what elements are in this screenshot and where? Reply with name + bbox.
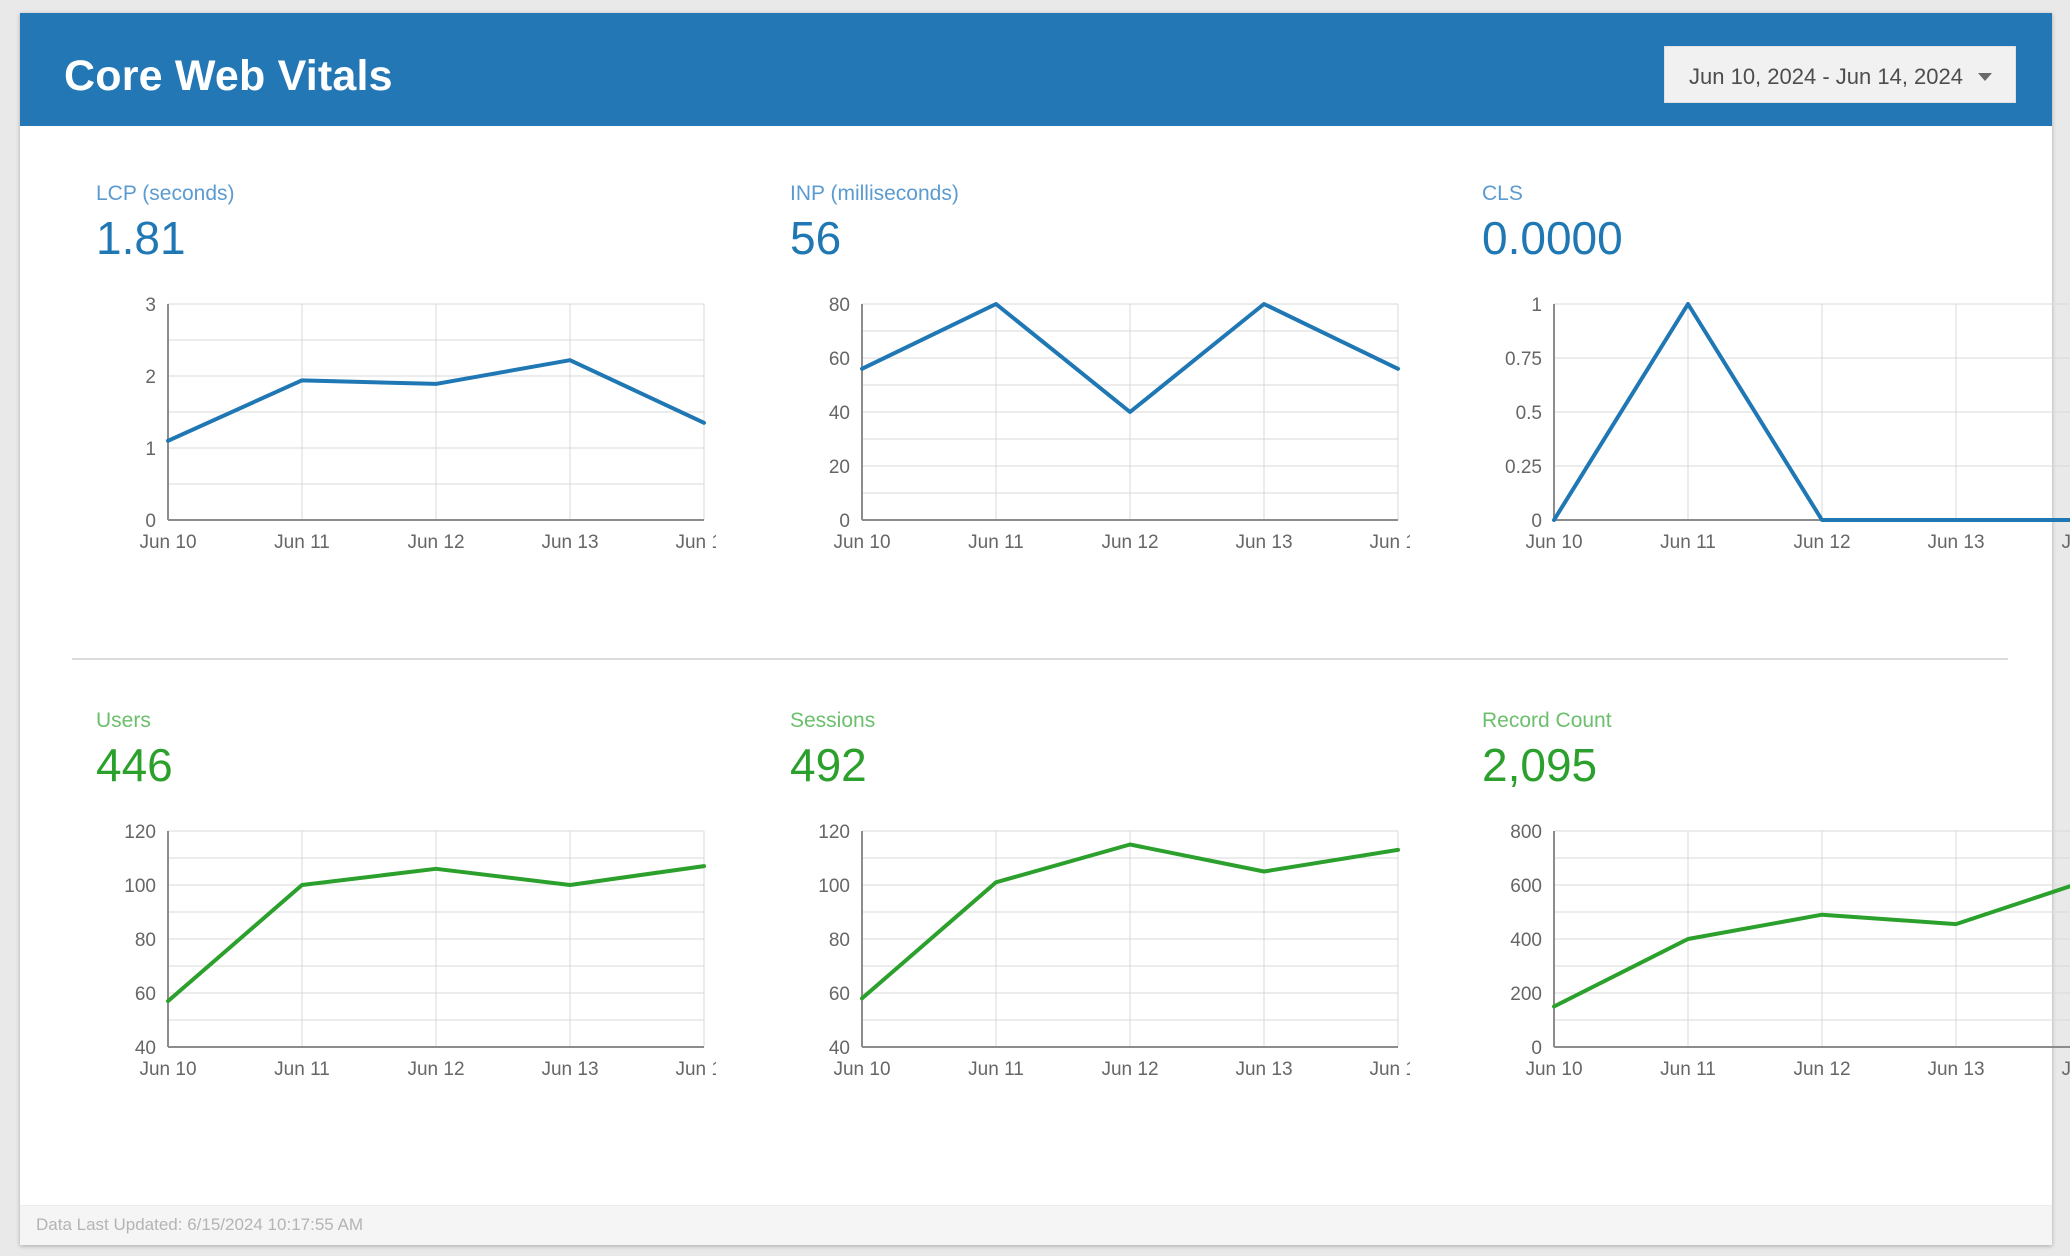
- line-chart-svg: 0 1 2 3 Jun 10 Jun 11 Jun 12 Jun 13 Jun 14: [139, 295, 716, 553]
- chart-inp[interactable]: 0 20 40 60 80 Jun 10 Jun 11 Jun 12 Jun 13 Jun 14: [790, 294, 1410, 564]
- svg-text:0: 0: [1531, 1038, 1542, 1059]
- svg-text:Jun 12: Jun 12: [1101, 532, 1158, 553]
- svg-text:40: 40: [829, 403, 850, 424]
- metric-label: Record Count: [1482, 709, 1612, 732]
- svg-text:Jun 14: Jun 14: [1369, 532, 1410, 553]
- page-title: Core Web Vitals: [64, 52, 393, 100]
- svg-text:80: 80: [135, 930, 156, 951]
- chart-record-count[interactable]: 0 200 400 600 800 Jun 10 Jun 11 Jun 12 Jun 13 Jun…: [1482, 821, 2070, 1091]
- svg-text:Jun 11: Jun 11: [274, 1059, 330, 1080]
- svg-text:Jun 12: Jun 12: [407, 1059, 464, 1080]
- svg-text:Jun 13: Jun 13: [1235, 532, 1292, 553]
- metric-label: INP (milliseconds): [790, 182, 959, 205]
- last-updated-text: Data Last Updated: 6/15/2024 10:17:55 AM: [36, 1215, 364, 1234]
- metric-value: 492: [790, 739, 867, 791]
- svg-text:80: 80: [829, 295, 850, 316]
- metric-card-record-count[interactable]: Record Count 2,095 0 200 400 600 800 Jun 10 Ju…: [1482, 708, 2070, 1091]
- metric-value: 2,095: [1482, 739, 1598, 791]
- svg-text:40: 40: [135, 1038, 156, 1059]
- svg-text:Jun 14: Jun 14: [675, 532, 716, 553]
- line-chart-svg: 0 20 40 60 80 Jun 10 Jun 11 Jun 12 Jun 13 Jun 14: [829, 295, 1410, 553]
- chevron-down-icon: [1978, 73, 1992, 81]
- metric-value: 0.0000: [1482, 212, 1623, 264]
- chart-lcp[interactable]: 0 1 2 3 Jun 10 Jun 11 Jun 12 Jun 13 Jun 14: [96, 294, 716, 564]
- metric-card-users[interactable]: Users 446 40 60 80 100 120 Jun 10 Jun 11 Jun 12…: [96, 708, 736, 1091]
- svg-text:Jun 12: Jun 12: [1793, 1059, 1850, 1080]
- date-range-label: Jun 10, 2024 - Jun 14, 2024: [1689, 64, 1963, 89]
- report-footer: Data Last Updated: 6/15/2024 10:17:55 AM: [20, 1205, 2052, 1245]
- svg-text:0.75: 0.75: [1505, 349, 1542, 370]
- line-chart-svg: 40 60 80 100 120 Jun 10 Jun 11 Jun 12 Jun 13 Jun …: [818, 822, 1410, 1080]
- metric-value: 446: [96, 739, 173, 791]
- svg-text:Jun 14: Jun 14: [2061, 1059, 2070, 1080]
- date-range-selector[interactable]: Jun 10, 2024 - Jun 14, 2024: [1664, 46, 2016, 103]
- svg-text:40: 40: [829, 1038, 850, 1059]
- svg-text:Jun 10: Jun 10: [1525, 1059, 1582, 1080]
- svg-text:100: 100: [124, 876, 156, 897]
- svg-text:200: 200: [1510, 984, 1542, 1005]
- svg-text:800: 800: [1510, 822, 1542, 843]
- metric-value: 56: [790, 212, 842, 264]
- svg-text:Jun 10: Jun 10: [833, 532, 890, 553]
- svg-text:Jun 11: Jun 11: [1660, 532, 1716, 553]
- svg-text:20: 20: [829, 457, 850, 478]
- chart-sessions[interactable]: 40 60 80 100 120 Jun 10 Jun 11 Jun 12 Jun 13 Jun …: [790, 821, 1410, 1091]
- svg-text:60: 60: [829, 349, 850, 370]
- section-divider: [72, 658, 2008, 660]
- svg-text:2: 2: [145, 367, 156, 388]
- svg-text:Jun 10: Jun 10: [1525, 532, 1582, 553]
- svg-text:80: 80: [829, 930, 850, 951]
- svg-text:120: 120: [124, 822, 156, 843]
- svg-text:Jun 11: Jun 11: [968, 532, 1024, 553]
- svg-text:600: 600: [1510, 876, 1542, 897]
- svg-text:Jun 10: Jun 10: [139, 532, 196, 553]
- svg-text:60: 60: [829, 984, 850, 1005]
- line-chart-svg: 0 0.25 0.5 0.75 1 Jun 10 Jun 11 Jun 12 Jun 13 Jun…: [1505, 295, 2070, 553]
- svg-text:Jun 10: Jun 10: [833, 1059, 890, 1080]
- svg-text:120: 120: [818, 822, 850, 843]
- metric-label: Users: [96, 709, 151, 732]
- svg-text:Jun 14: Jun 14: [2061, 532, 2070, 553]
- svg-text:0.5: 0.5: [1516, 403, 1542, 424]
- svg-text:Jun 11: Jun 11: [274, 532, 330, 553]
- svg-text:0.25: 0.25: [1505, 457, 1542, 478]
- svg-text:Jun 10: Jun 10: [139, 1059, 196, 1080]
- svg-text:Jun 13: Jun 13: [1235, 1059, 1292, 1080]
- svg-text:100: 100: [818, 876, 850, 897]
- svg-text:1: 1: [1531, 295, 1542, 316]
- metric-card-sessions[interactable]: Sessions 492 40 60 80 100 120 Jun 10 Jun 11 Jun…: [790, 708, 1430, 1091]
- metric-label: LCP (seconds): [96, 182, 235, 205]
- svg-text:0: 0: [1531, 511, 1542, 532]
- svg-text:Jun 14: Jun 14: [1369, 1059, 1410, 1080]
- svg-text:60: 60: [135, 984, 156, 1005]
- svg-text:400: 400: [1510, 930, 1542, 951]
- chart-cls[interactable]: 0 0.25 0.5 0.75 1 Jun 10 Jun 11 Jun 12 Jun 13 Jun…: [1482, 294, 2070, 564]
- svg-text:0: 0: [145, 511, 156, 532]
- svg-text:Jun 11: Jun 11: [1660, 1059, 1716, 1080]
- svg-text:Jun 14: Jun 14: [675, 1059, 716, 1080]
- metric-card-lcp[interactable]: LCP (seconds) 1.81 0 1 2 3 Jun 10 Jun 11 Jun 1…: [96, 181, 736, 564]
- metric-card-cls[interactable]: CLS 0.0000 0 0.25 0.5 0.75 1 Jun 10 Jun 11 Jun …: [1482, 181, 2070, 564]
- metric-value: 1.81: [96, 212, 186, 264]
- metric-label: CLS: [1482, 182, 1523, 205]
- line-chart-svg: 0 200 400 600 800 Jun 10 Jun 11 Jun 12 Jun 13 Jun…: [1510, 822, 2070, 1080]
- report-header: Core Web Vitals Jun 10, 2024 - Jun 14, 2…: [20, 13, 2052, 126]
- svg-text:3: 3: [145, 295, 156, 316]
- svg-text:Jun 12: Jun 12: [1101, 1059, 1158, 1080]
- svg-text:0: 0: [839, 511, 850, 532]
- svg-text:Jun 13: Jun 13: [541, 532, 598, 553]
- svg-text:Jun 13: Jun 13: [541, 1059, 598, 1080]
- metric-card-inp[interactable]: INP (milliseconds) 56 0 20 40 60 80 Jun 10 Jun…: [790, 181, 1430, 564]
- svg-text:Jun 13: Jun 13: [1927, 532, 1984, 553]
- svg-text:Jun 11: Jun 11: [968, 1059, 1024, 1080]
- line-chart-svg: 40 60 80 100 120 Jun 10 Jun 11 Jun 12 Jun 13 Jun …: [124, 822, 716, 1080]
- svg-text:Jun 13: Jun 13: [1927, 1059, 1984, 1080]
- chart-users[interactable]: 40 60 80 100 120 Jun 10 Jun 11 Jun 12 Jun 13 Jun …: [96, 821, 716, 1091]
- metric-label: Sessions: [790, 709, 876, 732]
- svg-text:1: 1: [145, 439, 156, 460]
- svg-text:Jun 12: Jun 12: [407, 532, 464, 553]
- report-canvas: Core Web Vitals Jun 10, 2024 - Jun 14, 2…: [20, 13, 2070, 1245]
- svg-text:Jun 12: Jun 12: [1793, 532, 1850, 553]
